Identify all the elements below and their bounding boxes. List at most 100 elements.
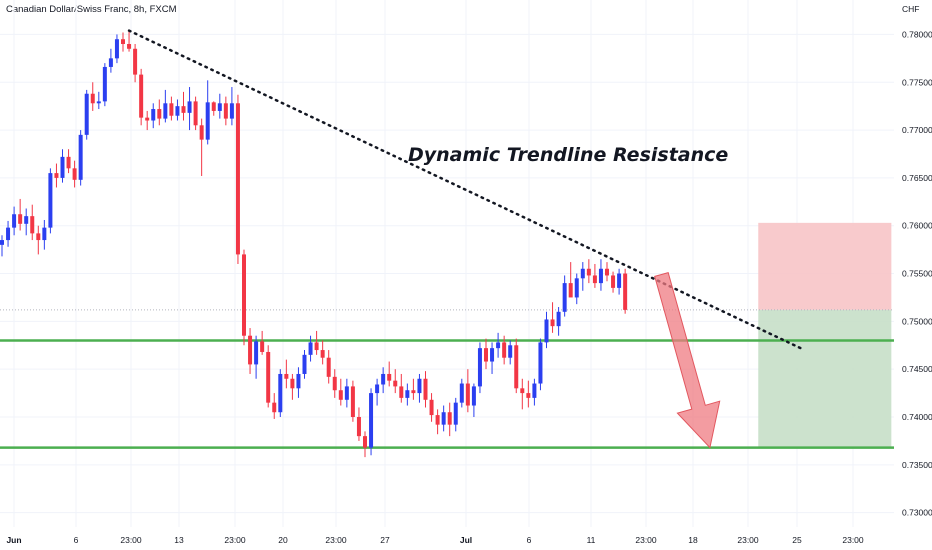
candle-body — [381, 373, 386, 385]
candle-body — [242, 254, 246, 336]
candle-body — [477, 348, 482, 387]
candle-body — [520, 388, 525, 394]
candle-body — [605, 268, 609, 276]
candle-body — [48, 173, 53, 228]
candle-body — [108, 58, 113, 67]
candles — [0, 29, 628, 458]
candle-body — [127, 43, 132, 49]
candle-body — [217, 103, 222, 111]
candle-body — [296, 373, 301, 389]
candle-body — [611, 275, 616, 288]
candle-body — [205, 102, 210, 140]
candle-body — [441, 412, 446, 425]
candle-body — [254, 341, 259, 365]
x-tick-label: 27 — [380, 535, 390, 545]
candle-body — [363, 436, 367, 448]
candle-body — [465, 383, 470, 406]
x-tick-label: 6 — [527, 535, 532, 545]
y-tick-label: 0.76500 — [902, 173, 932, 183]
candle-body — [502, 342, 507, 358]
candle-body — [490, 348, 495, 362]
candle-body — [556, 311, 561, 327]
candle-body — [411, 390, 416, 394]
y-axis[interactable]: CHF 0.78000 0.77500 0.77000 0.76500 0.76000 0… — [902, 4, 932, 518]
candle-body — [387, 373, 392, 381]
candle-body — [562, 283, 567, 312]
candle-body — [229, 103, 234, 119]
gridlines — [0, 0, 894, 527]
take-profit-zone — [758, 309, 892, 448]
x-tick-label: 23:00 — [635, 535, 657, 545]
candle-body — [302, 354, 307, 374]
candle-body — [423, 378, 428, 400]
candle-body — [447, 412, 452, 425]
candle-body — [284, 373, 289, 379]
candle-body — [145, 117, 150, 121]
candle-body — [320, 350, 325, 358]
candle-body — [550, 319, 555, 327]
candle-body — [6, 227, 11, 241]
position-zones — [0, 222, 894, 448]
candle-body — [272, 402, 277, 413]
y-tick-label: 0.77000 — [902, 125, 932, 135]
candle-body — [72, 168, 77, 180]
y-tick-label: 0.74500 — [902, 364, 932, 374]
x-tick-label: Jun — [6, 535, 21, 545]
candle-body — [102, 66, 107, 102]
candle-body — [96, 101, 101, 104]
candle-body — [187, 101, 192, 113]
candle-body — [356, 417, 361, 437]
candle-body — [248, 335, 253, 365]
candle-body — [435, 415, 440, 425]
candle-body — [338, 390, 343, 400]
y-tick-label: 0.75000 — [902, 316, 932, 326]
candle-body — [586, 268, 591, 276]
candle-body — [532, 383, 537, 398]
candle-body — [121, 39, 125, 44]
candle-body — [496, 342, 501, 349]
candle-body — [417, 378, 422, 394]
annotation-label: Dynamic Trendline Resistance — [408, 144, 728, 166]
x-axis[interactable]: Jun 6 23:00 13 23:00 20 23:00 27 Jul 6 11 23:00 18 23… — [6, 535, 863, 545]
candle-body — [399, 386, 404, 398]
candle-body — [66, 156, 71, 169]
candle-body — [193, 101, 198, 126]
candle-body — [84, 93, 89, 135]
y-tick-label: 0.75500 — [902, 269, 932, 279]
stop-loss-zone — [758, 222, 892, 310]
candle-body — [169, 103, 174, 116]
candle-body — [459, 383, 464, 403]
candle-body — [617, 273, 622, 288]
x-tick-label: 23:00 — [842, 535, 864, 545]
down-arrow — [654, 271, 721, 449]
candle-body — [78, 134, 83, 180]
candle-body — [199, 125, 204, 140]
y-tick-label: 0.78000 — [902, 29, 932, 39]
candle-body — [350, 386, 355, 418]
candle-body — [484, 348, 488, 362]
candle-body — [580, 268, 585, 279]
trendline — [127, 29, 802, 350]
candle-body — [544, 319, 549, 343]
candle-body — [223, 103, 228, 119]
candle-body — [471, 386, 476, 406]
y-tick-label: 0.76000 — [902, 221, 932, 231]
candle-body — [332, 376, 337, 391]
y-tick-label: 0.73000 — [902, 508, 932, 518]
projection-arrow — [654, 271, 721, 449]
candle-body — [90, 93, 95, 104]
candle-body — [508, 345, 513, 358]
candle-body — [30, 216, 35, 234]
x-tick-label: Jul — [460, 535, 472, 545]
candle-body — [12, 214, 17, 228]
chart-title: Canadian Dollar/Swiss Franc, 8h, FXCM — [6, 4, 177, 15]
candle-body — [60, 156, 65, 178]
x-tick-label: 20 — [278, 535, 288, 545]
candle-body — [0, 240, 4, 245]
candle-body — [453, 402, 458, 425]
x-tick-label: 18 — [688, 535, 698, 545]
candle-body — [405, 390, 410, 398]
x-tick-label: 25 — [792, 535, 802, 545]
y-tick-label: 0.77500 — [902, 77, 932, 87]
